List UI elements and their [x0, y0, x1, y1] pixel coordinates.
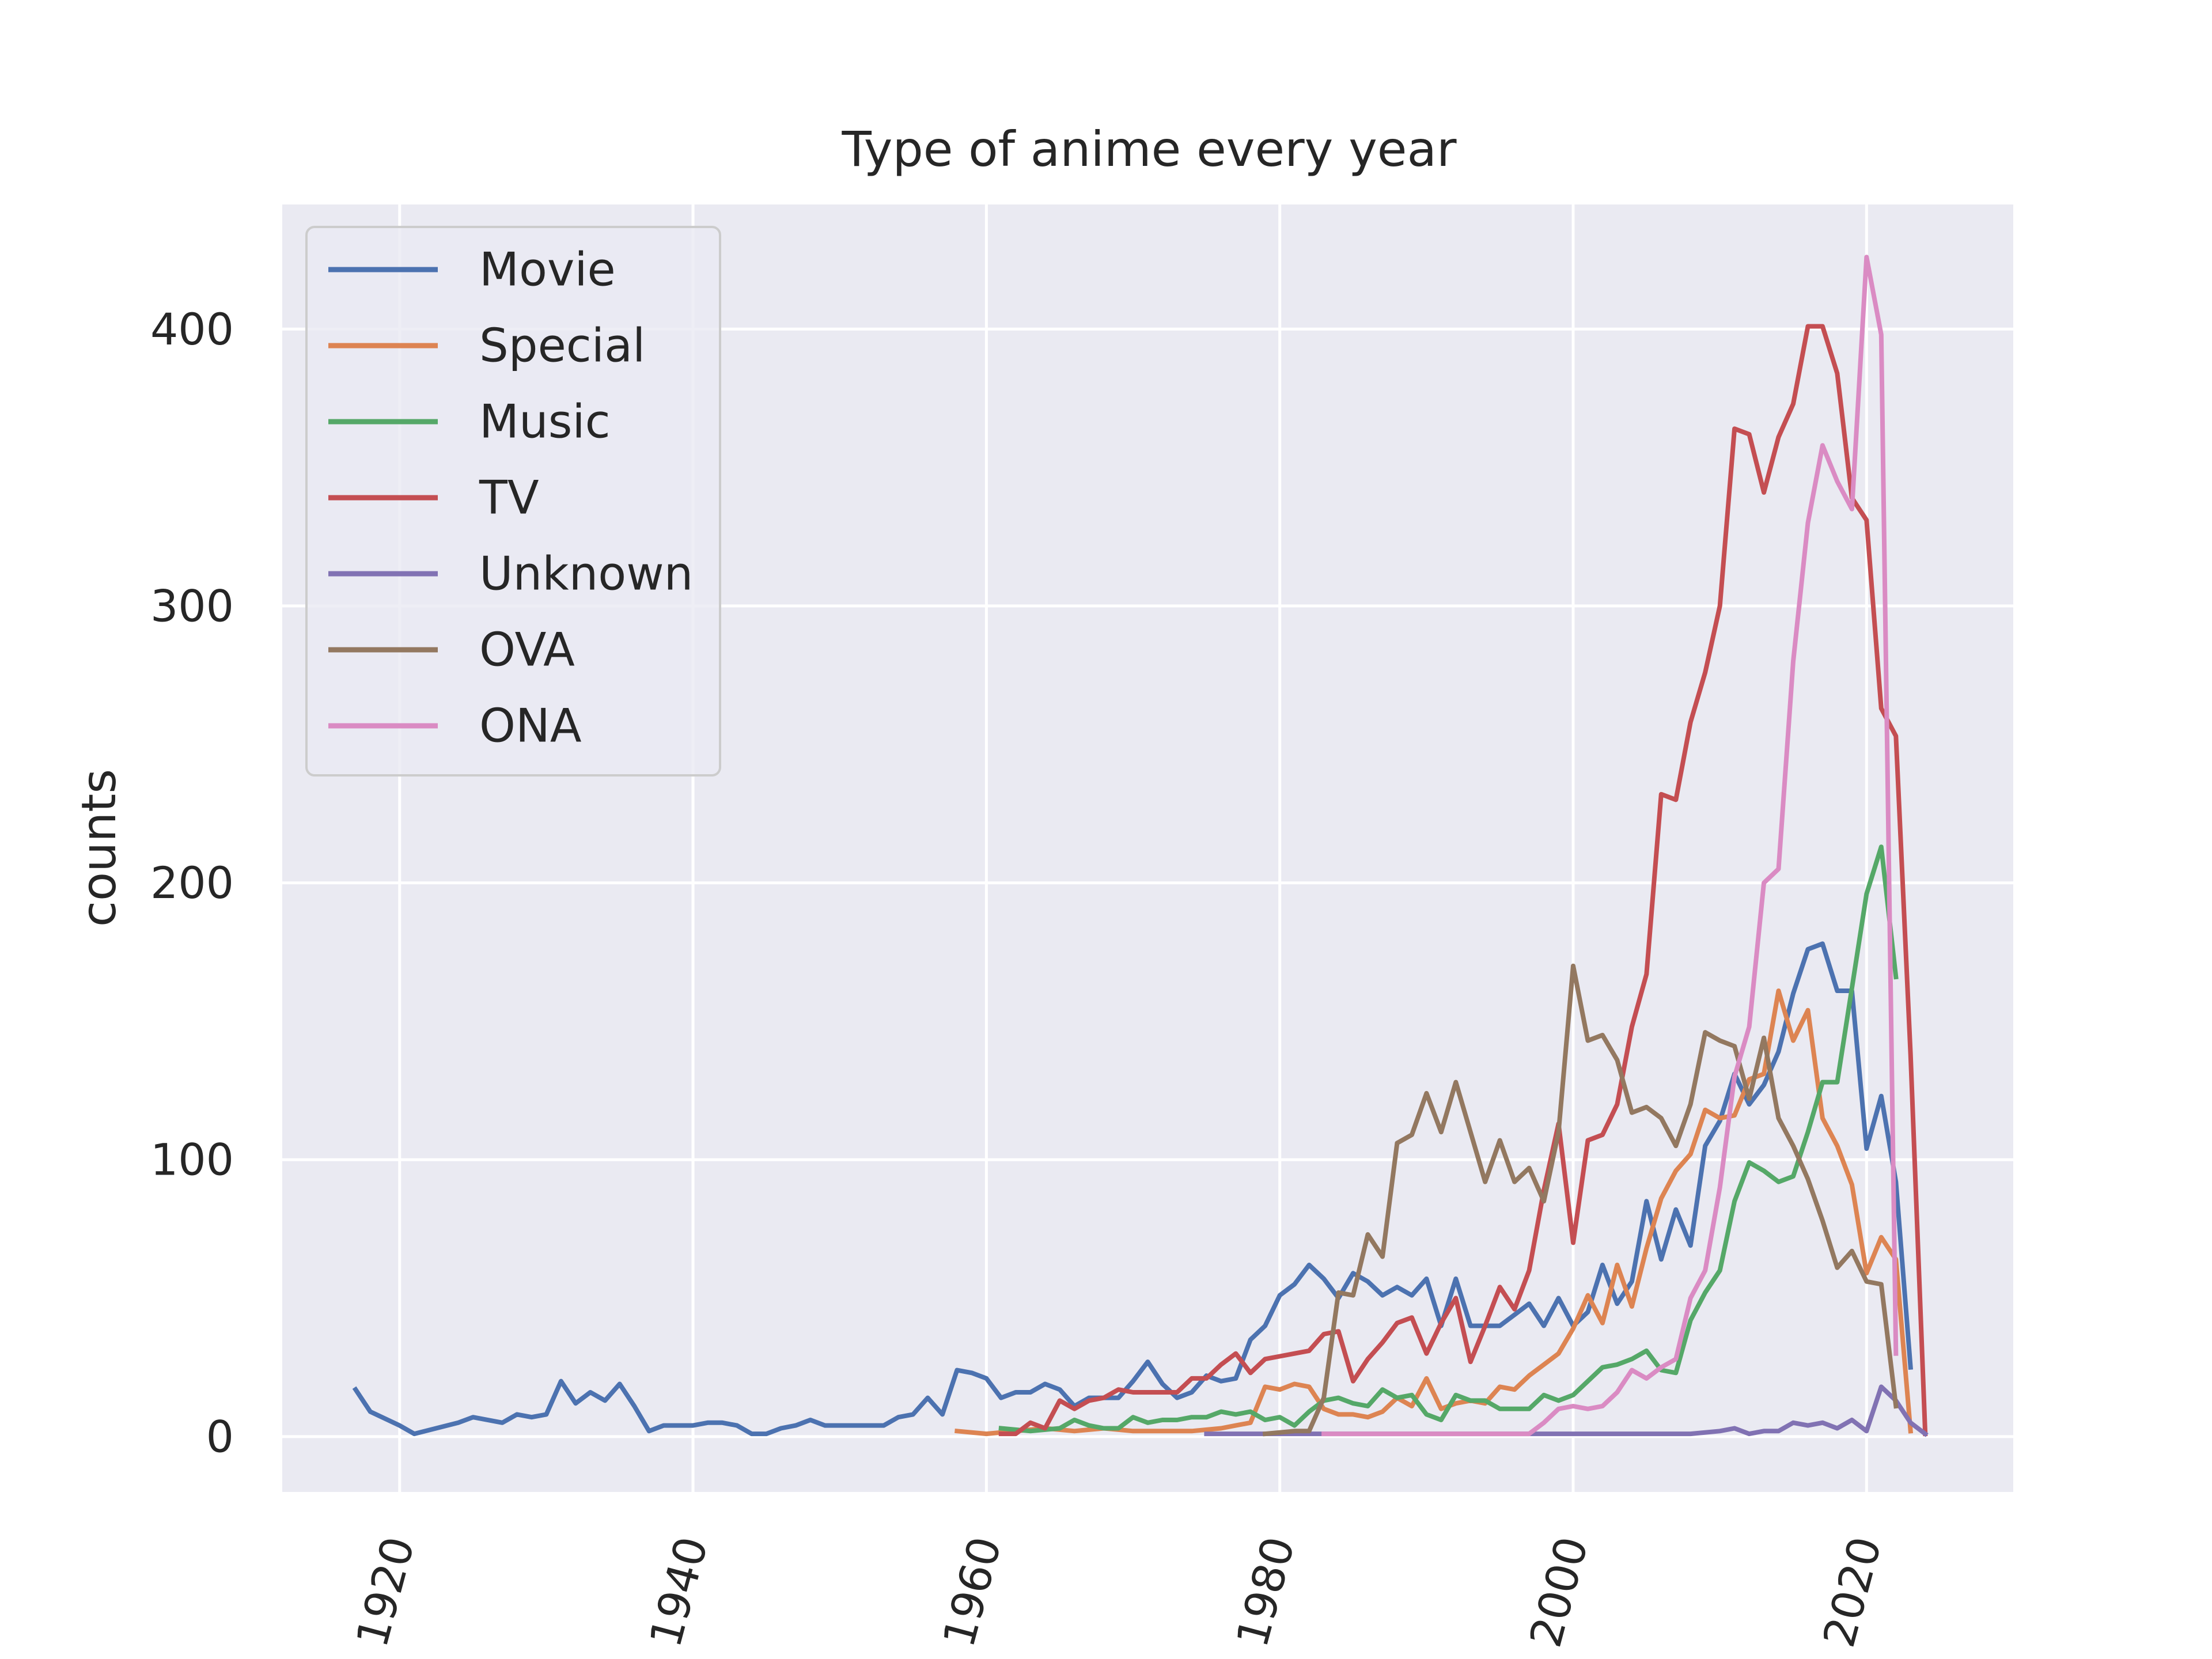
legend: Movie Special Music TV Unknown OVA ONA: [305, 226, 721, 777]
legend-label-music: Music: [479, 395, 611, 449]
series-line-movie: [352, 941, 1914, 1437]
legend-label-ona: ONA: [479, 699, 582, 753]
legend-box: [305, 226, 721, 777]
y-tick-label: 400: [150, 304, 234, 355]
x-tick-label: 1920: [346, 1531, 425, 1652]
series-line-ona: [1321, 255, 1899, 1437]
x-axis-ticks: 1920 1940 1960 1980 2000 2020: [346, 1531, 1892, 1652]
legend-label-special: Special: [479, 319, 645, 373]
legend-label-ova: OVA: [479, 623, 575, 677]
x-tick-label: 1980: [1226, 1531, 1305, 1652]
y-axis-ticks: 0 100 200 300 400: [150, 304, 234, 1463]
y-tick-label: 300: [150, 580, 234, 631]
series-lines: [352, 255, 1929, 1437]
x-tick-label: 1960: [933, 1531, 1011, 1652]
legend-label-movie: Movie: [479, 243, 616, 297]
series-line-unknown: [1204, 1384, 1929, 1437]
legend-label-tv: TV: [479, 471, 539, 525]
y-tick-label: 200: [150, 857, 234, 908]
y-tick-label: 100: [150, 1134, 234, 1185]
series-line-tv: [998, 324, 1928, 1437]
y-tick-label: 0: [206, 1411, 234, 1462]
y-axis-label: counts: [72, 769, 127, 927]
legend-label-unknown: Unknown: [479, 547, 693, 601]
grid-lines: [282, 204, 2013, 1492]
x-tick-label: 2020: [1813, 1531, 1891, 1652]
chart-title: Type of anime every year: [842, 121, 1457, 177]
x-tick-label: 2000: [1520, 1531, 1598, 1652]
series-line-special: [955, 988, 1914, 1437]
series-line-ova: [1262, 963, 1899, 1437]
series-line-music: [998, 844, 1899, 1434]
x-tick-label: 1940: [639, 1531, 718, 1652]
